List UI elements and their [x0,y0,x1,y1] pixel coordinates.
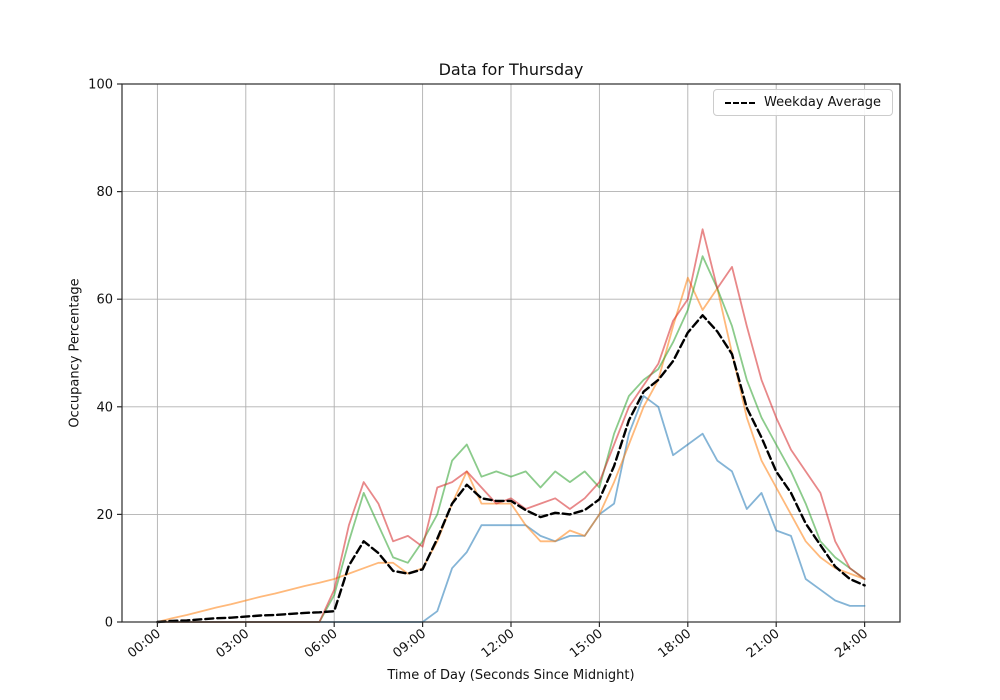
series-line-orange [156,276,866,623]
y-tick-label: 80 [96,185,113,200]
x-tick-label: 21:00 [744,626,783,661]
x-tick-label: 24:00 [832,626,871,661]
y-tick-label: 0 [105,616,113,631]
y-tick-label: 20 [96,508,113,523]
x-tick-label: 12:00 [479,626,518,661]
legend-label: Weekday Average [764,95,882,110]
series-line-weekday-average [156,314,866,624]
y-tick-label: 100 [88,78,113,93]
y-tick-label: 40 [96,400,113,415]
x-tick-label: 06:00 [302,626,341,661]
x-tick-label: 15:00 [567,626,606,661]
dashed-line-sample-icon [725,101,755,104]
legend: Weekday Average [713,89,894,116]
x-tick-label: 09:00 [390,626,429,661]
chart-title: Data for Thursday [438,60,584,79]
y-tick-label: 60 [96,293,113,308]
x-tick-label: 18:00 [656,626,695,661]
x-tick-label: 03:00 [214,626,253,661]
x-axis-label: Time of Day (Seconds Since Midnight) [387,668,635,683]
y-axis-label: Occupancy Percentage [67,278,83,428]
x-tick-label: 00:00 [125,626,164,661]
